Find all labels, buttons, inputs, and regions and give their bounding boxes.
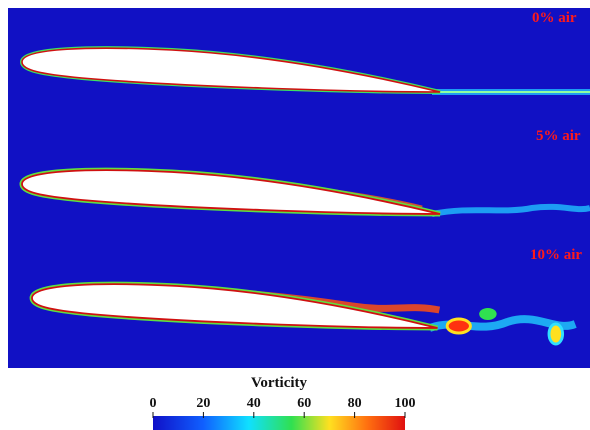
colorbar-tick-label: 20 xyxy=(196,396,210,411)
colorbar-tick-label: 60 xyxy=(297,396,311,411)
colorbar xyxy=(153,416,405,430)
panel-label: 0% air xyxy=(532,10,577,26)
airfoil xyxy=(20,46,590,95)
colorbar-ticks: 0 20 40 60 80 100 xyxy=(150,396,416,418)
colorbar-title: Vorticity xyxy=(251,375,308,391)
colorbar-tick-label: 40 xyxy=(247,396,261,411)
colorbar-tick-label: 0 xyxy=(150,396,157,411)
colorbar-tick-label: 100 xyxy=(395,396,416,411)
airfoil xyxy=(32,284,577,346)
airfoil xyxy=(22,170,590,217)
panel-label: 10% air xyxy=(530,247,582,263)
panel-label: 5% air xyxy=(536,128,581,144)
colorbar-tick-label: 80 xyxy=(348,396,362,411)
